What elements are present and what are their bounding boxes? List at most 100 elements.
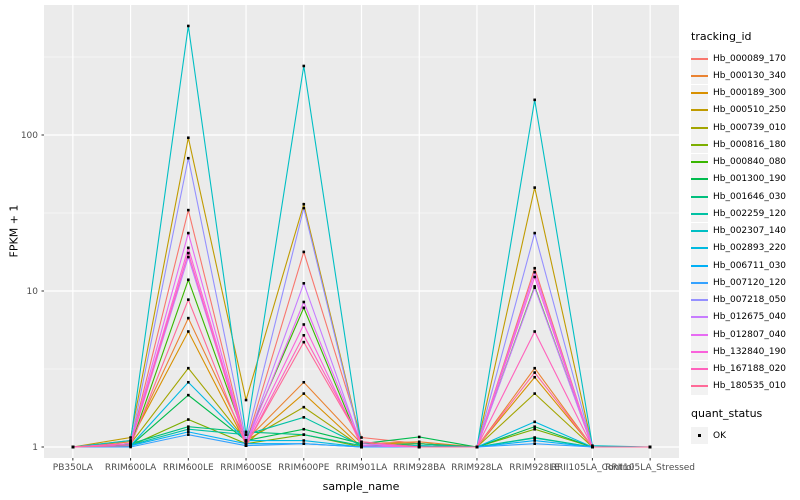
data-point	[187, 393, 190, 397]
data-point	[533, 186, 536, 189]
legend-item-Hb_000189_300: Hb_000189_300	[691, 84, 799, 102]
data-point	[302, 334, 306, 337]
series-color-line-icon	[691, 368, 708, 371]
data-point	[360, 440, 363, 444]
legend-item-Hb_002259_120: Hb_002259_120	[691, 205, 799, 223]
legend-label: Hb_012675_040	[713, 312, 787, 323]
data-point	[187, 24, 190, 28]
legend-key-line	[691, 239, 708, 257]
data-point	[302, 433, 306, 436]
data-point	[533, 275, 536, 279]
legend-title-tracking-id: tracking_id	[691, 30, 752, 43]
y-tick-label: 1	[32, 443, 38, 453]
data-point	[187, 425, 190, 428]
series-color-line-icon	[691, 212, 708, 215]
data-point	[302, 300, 306, 304]
x-tick-label: RRIM600LA	[105, 463, 157, 473]
legend-key-line	[691, 205, 708, 223]
data-point	[533, 420, 536, 424]
legend-label: Hb_000739_010	[713, 122, 787, 133]
legend-label: Hb_006711_030	[713, 260, 787, 271]
data-point	[187, 433, 190, 436]
x-tick-label: RRIM928BA	[393, 463, 446, 473]
legend-label: Hb_007218_050	[713, 295, 787, 306]
legend-quant-status-block: quant_status OK	[691, 407, 799, 445]
data-point	[244, 398, 248, 402]
data-point	[417, 435, 421, 439]
data-point	[533, 366, 536, 370]
legend-key-line	[691, 257, 708, 275]
series-color-line-icon	[691, 143, 708, 146]
legend-label: Hb_000089_170	[713, 53, 787, 64]
legend-item-Hb_002307_140: Hb_002307_140	[691, 222, 799, 240]
legend-label: Hb_012807_040	[713, 329, 787, 340]
data-point	[187, 418, 190, 421]
data-point	[533, 375, 536, 379]
legend-key-line	[691, 119, 708, 137]
data-point	[360, 444, 363, 447]
series-color-line-icon	[691, 247, 708, 250]
legend-key-line	[691, 222, 708, 240]
legend-label: Hb_000840_080	[713, 157, 787, 168]
data-point	[187, 366, 190, 370]
data-point	[302, 250, 306, 254]
legend-label: Hb_000189_300	[713, 88, 787, 99]
legend-item-Hb_000130_340: Hb_000130_340	[691, 67, 799, 85]
data-point	[533, 427, 536, 431]
legend-label: Hb_000816_180	[713, 139, 787, 150]
legend-key-line	[691, 326, 708, 344]
legend-label: Hb_002259_120	[713, 208, 787, 219]
data-point	[475, 445, 479, 449]
legend-key-line	[691, 377, 708, 395]
y-tick-label: 10	[27, 287, 39, 297]
data-point	[360, 436, 363, 439]
series-color-line-icon	[691, 161, 708, 164]
legend-item-Hb_000739_010: Hb_000739_010	[691, 119, 799, 137]
x-tick-label: PB350LA	[53, 463, 94, 473]
data-point	[302, 392, 306, 395]
data-point	[187, 380, 190, 384]
legend-key-line	[691, 136, 708, 154]
legend-item-Hb_132840_190: Hb_132840_190	[691, 343, 799, 361]
legend-key-line	[691, 67, 708, 85]
data-point	[187, 246, 190, 250]
legend-item-Hb_012675_040: Hb_012675_040	[691, 308, 799, 326]
legend-key-line	[691, 343, 708, 361]
series-color-line-icon	[691, 230, 708, 233]
data-point	[533, 436, 536, 440]
legend-item-ok: OK	[691, 427, 799, 445]
data-point	[302, 442, 306, 445]
data-point	[71, 445, 75, 449]
y-tick-label: 100	[21, 131, 38, 141]
data-point	[187, 430, 190, 434]
x-tick-label: RRII105LA_Control	[551, 463, 634, 473]
legend-label: Hb_002893_220	[713, 243, 787, 254]
data-point	[129, 445, 132, 449]
data-point	[302, 64, 306, 68]
data-point	[244, 430, 248, 434]
chart-legend: tracking_id Hb_000089_170 Hb_000130_340 Hb…	[691, 30, 799, 445]
data-point	[302, 380, 306, 384]
legend-label: Hb_167188_020	[713, 364, 787, 375]
data-point	[302, 206, 306, 210]
legend-label: Hb_000130_340	[713, 70, 787, 81]
data-point	[129, 444, 132, 447]
data-point	[187, 330, 190, 333]
legend-item-Hb_167188_020: Hb_167188_020	[691, 360, 799, 378]
data-point	[129, 442, 132, 445]
data-point	[244, 444, 248, 447]
series-color-line-icon	[691, 92, 708, 95]
data-point	[302, 416, 306, 419]
legend-key-line	[691, 101, 708, 119]
legend-label: Hb_180535_010	[713, 381, 787, 392]
data-point	[533, 330, 536, 333]
series-color-line-icon	[691, 333, 708, 336]
legend-item-Hb_000840_080: Hb_000840_080	[691, 153, 799, 171]
data-point	[417, 440, 421, 444]
legend-item-Hb_002893_220: Hb_002893_220	[691, 239, 799, 257]
data-point	[302, 340, 306, 344]
x-tick-label: RRIM600SE	[220, 463, 272, 473]
data-point	[533, 98, 536, 102]
